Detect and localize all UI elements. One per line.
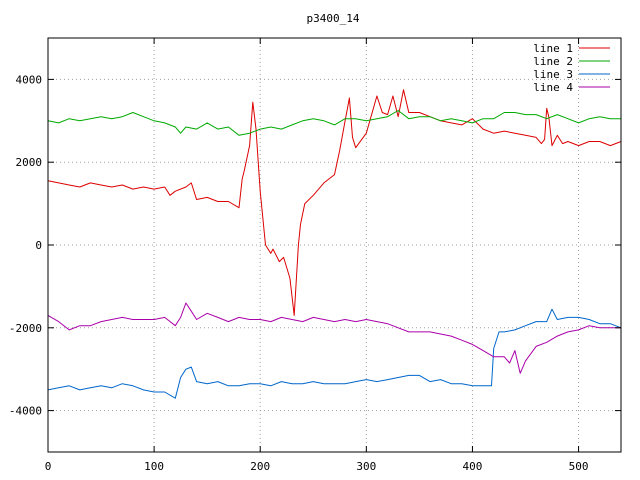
legend-label-2: line 2 (533, 55, 573, 68)
y-tick-label: -4000 (9, 405, 42, 418)
grid (48, 38, 621, 452)
legend-label-4: line 4 (533, 81, 573, 94)
x-tick-label: 200 (250, 460, 270, 473)
series-line-1 (47, 89, 622, 316)
legend-label-1: line 1 (533, 42, 573, 55)
x-tick-label: 0 (45, 460, 52, 473)
x-tick-label: 400 (463, 460, 483, 473)
y-tick-label: 0 (35, 239, 42, 252)
x-tick-label: 100 (144, 460, 164, 473)
series-line-2 (47, 110, 621, 136)
chart-title: p3400_14 (307, 12, 360, 25)
y-tick-label: 4000 (16, 73, 43, 86)
x-tick-label: 300 (356, 460, 376, 473)
series-line-3 (47, 308, 622, 399)
y-tick-label: 2000 (16, 156, 43, 169)
series-line-4 (47, 302, 621, 374)
axis-ticks: 0 100 200 300 400 500 -4000 -2000 0 2000 4000 (9, 38, 621, 473)
y-tick-label: -2000 (9, 322, 42, 335)
series-group (47, 89, 622, 399)
legend-label-3: line 3 (533, 68, 573, 81)
x-tick-label: 500 (569, 460, 589, 473)
plot-frame (47, 37, 622, 453)
